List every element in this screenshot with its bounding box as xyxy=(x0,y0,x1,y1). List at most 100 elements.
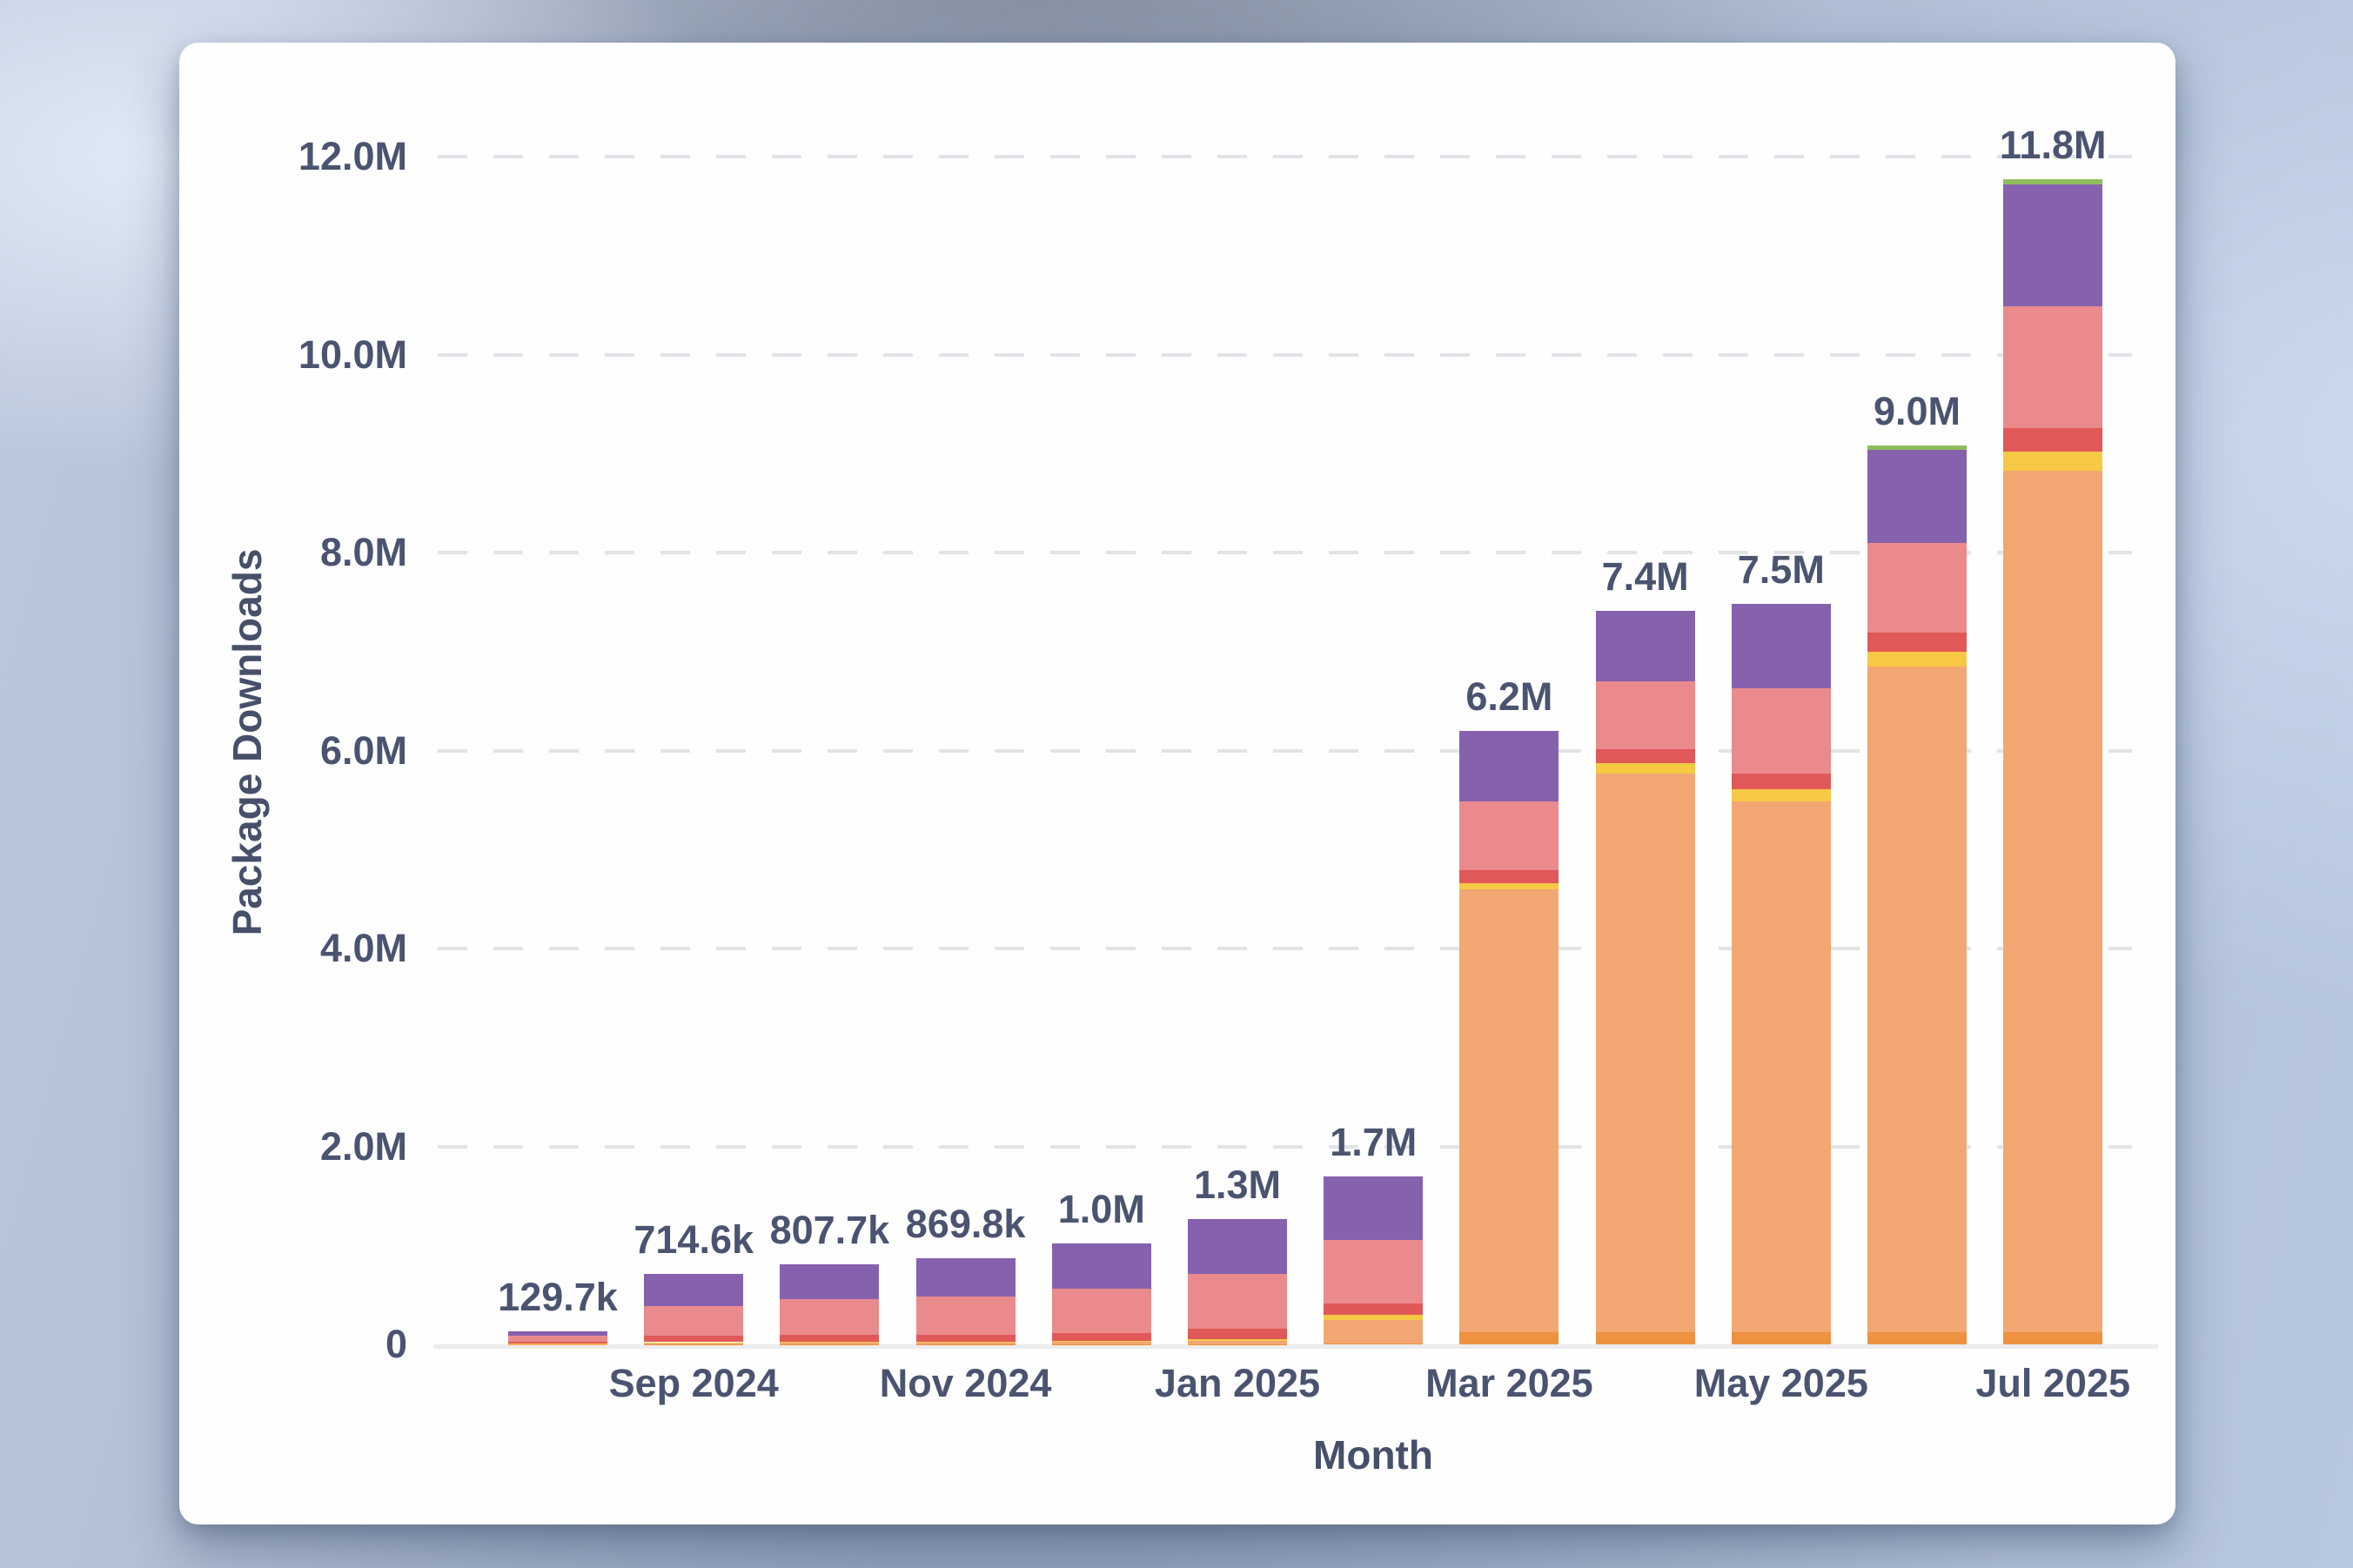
bar-segment-orange xyxy=(1051,1342,1151,1344)
bar-segment-red xyxy=(1731,773,1831,789)
bar-total-label: 11.8M xyxy=(1999,123,2107,168)
y-tick-label: 10.0M xyxy=(298,332,407,377)
bar-segment-pink xyxy=(644,1306,744,1336)
bar-segment-pink xyxy=(1867,542,1967,633)
bar-segment-dark-orange xyxy=(1867,1332,1967,1344)
bar-segment-red xyxy=(1595,749,1695,764)
bar-segment-purple xyxy=(1324,1176,1424,1240)
bar-segment-orange xyxy=(1867,666,1967,1333)
bar-segment-pink xyxy=(2003,305,2103,428)
bar-segment-purple xyxy=(1188,1218,1287,1275)
bar-segment-yellow xyxy=(780,1342,880,1344)
bar-segment-purple xyxy=(1731,604,1831,688)
bar-segment-purple xyxy=(508,1331,607,1337)
bar-segment-pink xyxy=(1051,1289,1151,1333)
x-tick-label: Jan 2025 xyxy=(1154,1361,1321,1405)
x-tick-label: Nov 2024 xyxy=(879,1361,1052,1405)
bar-segment-orange xyxy=(1595,773,1695,1333)
bar-oct-2024 xyxy=(780,1264,880,1344)
x-tick-label: May 2025 xyxy=(1693,1361,1868,1405)
bar-segment-red xyxy=(644,1335,744,1343)
bar-segment-purple xyxy=(1595,611,1695,681)
bar-segment-orange xyxy=(915,1342,1016,1344)
bar-aug-2024 xyxy=(508,1331,607,1344)
bar-total-label: 6.2M xyxy=(1465,673,1553,719)
bar-segment-pink xyxy=(1459,801,1559,871)
bar-nov-2024 xyxy=(915,1258,1016,1344)
bar-may-2025 xyxy=(1731,604,1831,1344)
bar-jan-2025 xyxy=(1188,1218,1287,1344)
y-tick-label: 0 xyxy=(385,1322,407,1366)
bar-segment-red xyxy=(1051,1332,1151,1341)
bar-segment-purple xyxy=(915,1258,1016,1297)
gridline-10.0M xyxy=(438,352,2132,357)
bar-dec-2024 xyxy=(1051,1243,1151,1344)
bar-segment-purple xyxy=(780,1264,880,1299)
bar-segment-purple xyxy=(1867,449,1967,543)
chart-card: Package Downloads Month xyxy=(179,43,2175,1524)
x-tick-label: Jul 2025 xyxy=(1975,1361,2131,1405)
bar-segment-pink xyxy=(508,1336,607,1343)
bar-feb-2025 xyxy=(1324,1176,1424,1344)
bar-segment-orange xyxy=(1731,801,1831,1333)
y-tick-label: 6.0M xyxy=(319,727,407,773)
bar-segment-red xyxy=(780,1334,880,1343)
bar-segment-dark-orange xyxy=(2003,1332,2103,1344)
bar-segment-pink xyxy=(1595,680,1695,750)
bar-segment-yellow xyxy=(1867,651,1967,667)
x-tick-label: Sep 2024 xyxy=(608,1361,779,1405)
bar-segment-pink xyxy=(1324,1239,1424,1303)
bar-segment-red xyxy=(915,1334,1016,1342)
bar-mar-2025 xyxy=(1459,730,1559,1344)
bar-segment-green xyxy=(2003,179,2103,184)
bar-total-label: 1.3M xyxy=(1193,1162,1282,1207)
bar-segment-orange xyxy=(644,1343,744,1344)
bar-segment-red xyxy=(1867,633,1967,652)
bar-segment-yellow xyxy=(644,1342,744,1344)
bar-segment-red xyxy=(508,1342,607,1344)
x-tick-label: Mar 2025 xyxy=(1425,1361,1593,1405)
bar-jul-2025 xyxy=(2003,179,2103,1344)
bar-segment-orange xyxy=(1188,1341,1287,1344)
bar-segment-purple xyxy=(1051,1243,1151,1290)
bar-total-label: 1.7M xyxy=(1330,1120,1418,1165)
bar-sep-2024 xyxy=(644,1273,744,1344)
bar-total-label: 869.8k xyxy=(905,1202,1026,1247)
bar-segment-orange xyxy=(1459,888,1559,1333)
gridline-6.0M xyxy=(438,748,2132,753)
bar-segment-pink xyxy=(1188,1274,1287,1330)
bar-segment-pink xyxy=(1731,687,1831,774)
bar-segment-purple xyxy=(1459,730,1559,801)
x-axis-line xyxy=(433,1344,2158,1349)
bar-segment-yellow xyxy=(1459,882,1559,889)
bar-segment-red xyxy=(1188,1329,1287,1339)
bar-segment-pink xyxy=(915,1296,1016,1335)
bar-segment-pink xyxy=(780,1298,880,1335)
bar-segment-dark-orange xyxy=(1459,1332,1559,1344)
bar-segment-yellow xyxy=(1324,1315,1424,1320)
bar-segment-orange xyxy=(1324,1319,1424,1344)
bar-segment-red xyxy=(1324,1303,1424,1316)
bar-total-label: 7.5M xyxy=(1737,547,1825,593)
bar-total-label: 9.0M xyxy=(1873,389,1961,434)
gridline-8.0M xyxy=(438,551,2132,554)
bar-segment-green xyxy=(1867,446,1967,450)
y-tick-label: 8.0M xyxy=(319,530,407,574)
bar-segment-orange xyxy=(2003,470,2103,1333)
bar-segment-yellow xyxy=(2003,451,2103,471)
bar-total-label: 129.7k xyxy=(498,1275,618,1320)
bar-segment-orange xyxy=(780,1343,880,1344)
y-tick-label: 2.0M xyxy=(319,1123,407,1169)
y-tick-label: 12.0M xyxy=(298,134,407,178)
y-tick-label: 4.0M xyxy=(319,926,407,970)
gridline-2.0M xyxy=(438,1144,2132,1149)
bar-segment-yellow xyxy=(1188,1338,1287,1342)
bar-segment-yellow xyxy=(1051,1340,1151,1343)
bar-segment-purple xyxy=(2003,184,2103,306)
bar-total-label: 1.0M xyxy=(1057,1186,1145,1231)
bar-segment-yellow xyxy=(1731,788,1831,801)
bar-segment-dark-orange xyxy=(1731,1332,1831,1344)
bar-segment-red xyxy=(2003,427,2103,452)
bar-total-label: 807.7k xyxy=(769,1208,890,1253)
